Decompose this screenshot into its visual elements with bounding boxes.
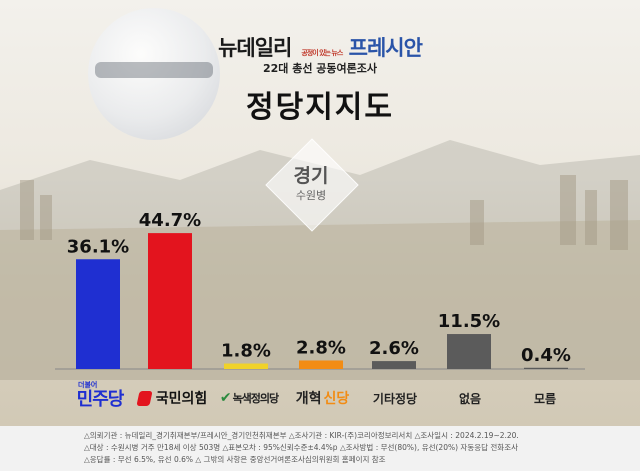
value-label-6: 0.4% xyxy=(521,345,571,366)
chart-title: 정당지지도 xyxy=(246,90,394,125)
category-dont-know: 모름 xyxy=(533,391,557,406)
brand-header: 뉴데일리 공정이 있는 뉴스 프레시안 xyxy=(0,32,640,62)
survey-subtitle: 22대 총선 공동여론조사 xyxy=(262,62,378,75)
value-label-5: 11.5% xyxy=(438,311,500,332)
party-logo-reform-part2: 신당 xyxy=(323,391,350,407)
party-logo-democratic-name: 민주당 xyxy=(76,389,125,410)
bar-3 xyxy=(299,360,343,369)
value-label-0: 36.1% xyxy=(67,236,129,257)
pressian-name: 프레시안 xyxy=(348,36,423,60)
value-label-2: 1.8% xyxy=(221,341,271,362)
balloon-image xyxy=(88,8,220,140)
region-badge: 경기 수원병 xyxy=(265,138,359,237)
ppp-mark-icon xyxy=(136,390,153,406)
bar-4 xyxy=(372,361,416,369)
party-logo-green-justice: ✔ 녹색정의당 xyxy=(210,384,288,412)
value-label-1: 44.7% xyxy=(139,210,201,231)
party-logo-ppp: 국민의힘 xyxy=(130,384,215,412)
checkmark-icon: ✔ xyxy=(219,390,232,406)
bar-2 xyxy=(224,363,268,369)
party-logo-green-name: 녹색정의당 xyxy=(232,392,280,405)
bar-0 xyxy=(76,259,120,369)
party-logo-democratic: 더불어 민주당 xyxy=(70,381,130,412)
party-logo-ppp-name: 국민의힘 xyxy=(155,391,208,407)
pressian-tagline: 공정이 있는 뉴스 xyxy=(301,49,343,57)
category-none: 없음 xyxy=(458,391,482,406)
region-district: 수원병 xyxy=(295,189,327,202)
footer-line-2: △대상 : 수원시병 거주 만18세 이상 503명 △표본오차 : 95%신뢰… xyxy=(84,443,518,452)
bar-6 xyxy=(524,367,568,369)
value-label-3: 2.8% xyxy=(296,337,346,358)
survey-footer: △의뢰기관 : 뉴데일리_경기취재본부/프레시안_경기인천취재본부 △조사기관 … xyxy=(0,426,640,471)
outlet-pressian-logo: 공정이 있는 뉴스 프레시안 xyxy=(301,32,423,62)
footer-line-3: △응답률 : 무선 6.5%, 유선 0.6% △ 그밖의 사항은 중앙선거여론… xyxy=(84,455,386,464)
outlet-newdaily-logo: 뉴데일리 xyxy=(218,36,292,60)
balloon-band xyxy=(95,62,213,78)
party-logo-reform-part1: 개혁 xyxy=(295,391,322,407)
category-other-party: 기타정당 xyxy=(372,391,418,406)
bar-5 xyxy=(447,334,491,369)
value-label-4: 2.6% xyxy=(369,338,419,359)
footer-line-1: △의뢰기관 : 뉴데일리_경기취재본부/프레시안_경기인천취재본부 △조사기관 … xyxy=(84,431,519,440)
party-logo-democratic-small: 더불어 xyxy=(78,381,98,389)
bar-1 xyxy=(148,233,192,369)
party-logo-reform: 개혁 신당 xyxy=(290,384,355,412)
region-name: 경기 xyxy=(293,165,329,187)
